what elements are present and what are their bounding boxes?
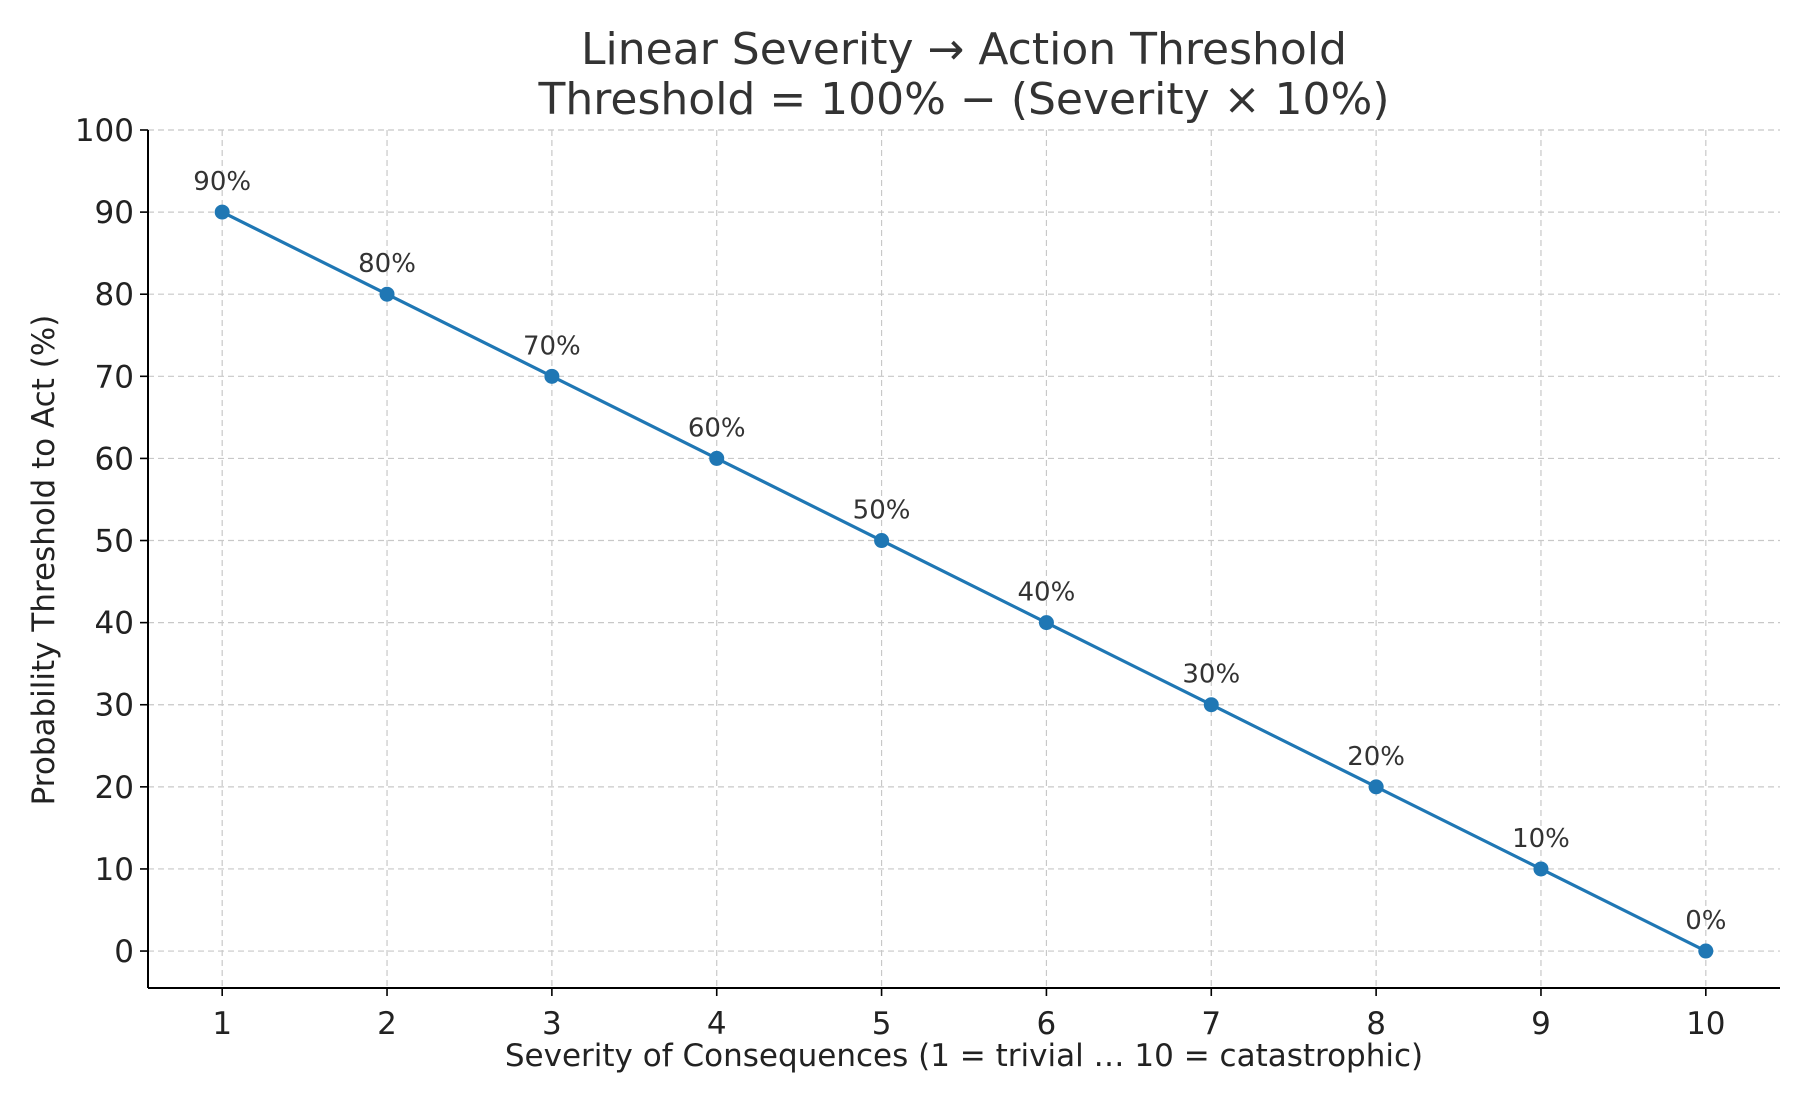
y-tick-label: 30 bbox=[95, 688, 134, 724]
x-tick-label: 6 bbox=[1037, 1006, 1057, 1042]
y-tick-label: 80 bbox=[95, 277, 134, 313]
data-point bbox=[1368, 779, 1384, 795]
x-tick-label: 9 bbox=[1531, 1006, 1551, 1042]
data-label: 50% bbox=[853, 496, 911, 526]
data-label: 0% bbox=[1685, 906, 1726, 936]
y-tick-label: 0 bbox=[114, 934, 134, 970]
x-tick-label: 3 bbox=[542, 1006, 562, 1042]
y-axis-label: Probability Threshold to Act (%) bbox=[26, 315, 62, 806]
data-point bbox=[1698, 943, 1714, 959]
x-tick-label: 4 bbox=[707, 1006, 727, 1042]
grid-lines bbox=[148, 129, 1780, 988]
y-tick-label: 60 bbox=[95, 441, 134, 477]
chart-subtitle: Threshold = 100% − (Severity × 10%) bbox=[538, 74, 1390, 125]
y-tick-label: 70 bbox=[95, 359, 134, 395]
data-point bbox=[709, 450, 725, 466]
axes bbox=[140, 129, 1780, 996]
y-tick-label: 100 bbox=[75, 113, 134, 149]
chart-title: Linear Severity → Action Threshold bbox=[581, 24, 1347, 75]
data-label: 10% bbox=[1512, 824, 1570, 854]
data-label: 80% bbox=[358, 249, 416, 279]
y-tick-label: 40 bbox=[95, 606, 134, 642]
data-point bbox=[1038, 615, 1054, 631]
x-tick-label: 1 bbox=[212, 1006, 232, 1042]
data-point bbox=[874, 533, 890, 549]
x-tick-label: 7 bbox=[1201, 1006, 1221, 1042]
data-point bbox=[1203, 697, 1219, 713]
data-label: 70% bbox=[523, 331, 581, 361]
data-label: 20% bbox=[1347, 742, 1405, 772]
x-tick-label: 2 bbox=[377, 1006, 397, 1042]
y-tick-label: 50 bbox=[95, 524, 134, 560]
data-point bbox=[379, 286, 395, 302]
data-point bbox=[544, 368, 560, 384]
data-label: 40% bbox=[1018, 578, 1076, 608]
x-axis-label: Severity of Consequences (1 = trivial … … bbox=[505, 1038, 1423, 1074]
x-tick-label: 5 bbox=[872, 1006, 892, 1042]
data-labels: 90% 80% 70% 60% 50% 40% 30% 20% 10% 0% bbox=[193, 167, 1726, 936]
data-points bbox=[214, 204, 1714, 959]
data-label: 90% bbox=[193, 167, 251, 197]
data-label: 30% bbox=[1182, 660, 1240, 690]
x-tick-label: 10 bbox=[1686, 1006, 1725, 1042]
data-point bbox=[1533, 861, 1549, 877]
data-label: 60% bbox=[688, 413, 746, 443]
series-line-path bbox=[221, 210, 1707, 953]
series-line bbox=[221, 210, 1707, 953]
data-point bbox=[214, 204, 230, 220]
y-tick-label: 20 bbox=[95, 770, 134, 806]
y-tick-label: 10 bbox=[95, 852, 134, 888]
x-tick-label: 8 bbox=[1366, 1006, 1386, 1042]
y-tick-label: 90 bbox=[95, 195, 134, 231]
